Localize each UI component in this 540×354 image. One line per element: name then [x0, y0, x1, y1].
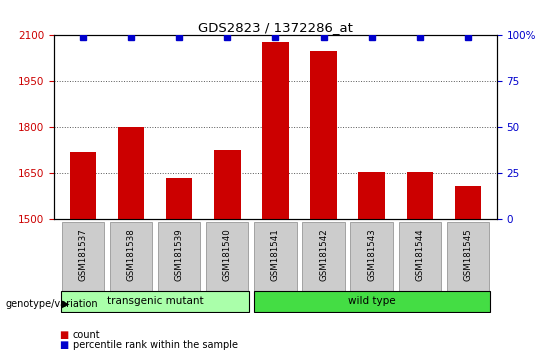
Bar [206, 222, 248, 291]
Bar [254, 291, 490, 312]
Bar [62, 222, 104, 291]
Bar [110, 222, 152, 291]
Text: GSM181544: GSM181544 [415, 228, 424, 281]
Text: GSM181542: GSM181542 [319, 228, 328, 281]
Bar [455, 186, 481, 219]
Text: ■: ■ [59, 340, 69, 350]
Bar [118, 127, 144, 219]
Bar [70, 152, 96, 219]
Text: GSM181541: GSM181541 [271, 228, 280, 281]
Text: GSM181543: GSM181543 [367, 228, 376, 281]
Bar [407, 172, 433, 219]
Bar [399, 222, 441, 291]
Bar [254, 222, 296, 291]
Bar [302, 222, 345, 291]
Bar [359, 172, 385, 219]
Title: GDS2823 / 1372286_at: GDS2823 / 1372286_at [198, 21, 353, 34]
Bar [310, 51, 337, 219]
Text: GSM181545: GSM181545 [463, 228, 472, 281]
Bar [447, 222, 489, 291]
Bar [158, 222, 200, 291]
Bar [61, 291, 249, 312]
Bar [166, 178, 192, 219]
Text: GSM181540: GSM181540 [223, 228, 232, 281]
Text: GSM181538: GSM181538 [126, 228, 136, 281]
Text: GSM181539: GSM181539 [174, 228, 184, 281]
Bar [214, 150, 240, 219]
Text: transgenic mutant: transgenic mutant [107, 296, 204, 306]
Text: count: count [73, 330, 100, 339]
Bar [350, 222, 393, 291]
Text: GSM181537: GSM181537 [78, 228, 87, 281]
Bar [262, 41, 289, 219]
Text: genotype/variation: genotype/variation [5, 299, 98, 309]
Text: ▶: ▶ [62, 299, 70, 309]
Text: wild type: wild type [348, 296, 395, 306]
Text: percentile rank within the sample: percentile rank within the sample [73, 340, 238, 350]
Text: ■: ■ [59, 330, 69, 339]
